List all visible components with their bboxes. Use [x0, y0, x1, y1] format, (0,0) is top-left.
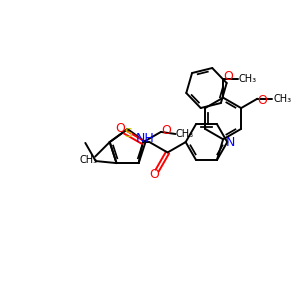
Text: CH₃: CH₃: [239, 74, 257, 84]
Text: CH₃: CH₃: [175, 129, 194, 139]
Text: O: O: [257, 94, 267, 107]
Text: CH₃: CH₃: [79, 154, 97, 165]
Text: O: O: [161, 124, 171, 137]
Text: NH: NH: [136, 132, 155, 145]
Text: S: S: [124, 127, 133, 140]
Text: O: O: [149, 168, 159, 181]
Text: O: O: [115, 122, 125, 135]
Text: N: N: [226, 136, 235, 148]
Text: O: O: [223, 70, 233, 83]
Text: CH₃: CH₃: [273, 94, 291, 104]
